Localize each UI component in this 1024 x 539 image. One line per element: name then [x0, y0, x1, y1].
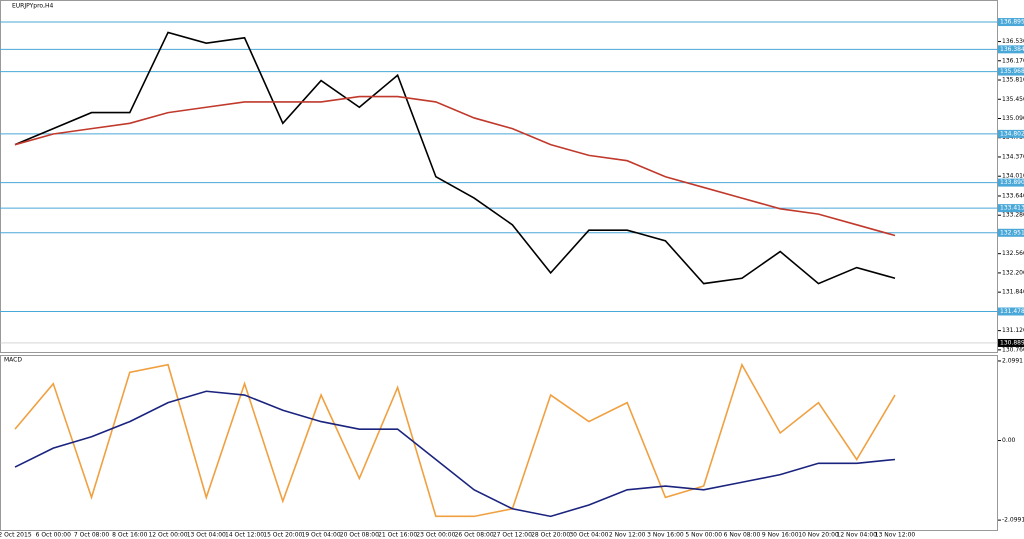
symbol-title: EURJPYpro,H4 — [12, 3, 54, 10]
series-line — [14, 95, 896, 237]
x-tick-label: 28 Oct 20:00 — [531, 532, 570, 539]
level-tag — [998, 228, 1024, 237]
x-tick-label: 8 Oct 16:00 — [112, 532, 147, 539]
y-tick-label: 133.280 — [1002, 212, 1024, 219]
level-tag — [998, 178, 1024, 187]
y-tick-label: 134.010 — [1002, 173, 1024, 180]
series-line — [14, 31, 896, 285]
y-tick-label: 0.00 — [1002, 437, 1016, 444]
x-tick-label: 2 Nov 12:00 — [609, 532, 646, 539]
x-tick-label: 7 Oct 08:00 — [74, 532, 109, 539]
macd-panel — [0, 355, 998, 531]
x-tick-label: 20 Oct 08:00 — [340, 532, 379, 539]
y-tick-label: 134.370 — [1002, 153, 1024, 160]
y-tick-label: 131.120 — [1002, 327, 1024, 334]
x-tick-label: 14 Oct 12:00 — [225, 532, 264, 539]
x-tick-label: 6 Oct 00:00 — [36, 532, 71, 539]
macd-title: MACD — [4, 357, 22, 364]
level-tag — [998, 18, 1024, 27]
y-tick-label: 132.560 — [1002, 250, 1024, 257]
x-tick-label: 26 Oct 08:00 — [455, 532, 494, 539]
x-tick-label: 3 Nov 16:00 — [647, 532, 684, 539]
y-tick-label: 133.640 — [1002, 192, 1024, 199]
level-tag — [998, 307, 1024, 316]
y-tick-label: 136.170 — [1002, 57, 1024, 64]
x-tick-label: 6 Nov 08:00 — [724, 532, 761, 539]
x-tick-label: 19 Oct 04:00 — [302, 532, 341, 539]
level-label: 133.890 — [1000, 179, 1024, 186]
level-label: 134.802 — [1000, 130, 1024, 137]
level-label: 135.968 — [1000, 68, 1024, 75]
x-tick-label: 30 Oct 04:00 — [569, 532, 608, 539]
x-tick-label: 2 Oct 2015 — [0, 532, 32, 539]
level-tag — [998, 204, 1024, 213]
last-price-tag — [998, 338, 1024, 347]
level-tag — [998, 129, 1024, 138]
x-tick-label: 12 Oct 00:00 — [148, 532, 187, 539]
y-tick-label: 131.840 — [1002, 289, 1024, 296]
level-label: 133.413 — [1000, 205, 1024, 212]
x-tick-label: 15 Oct 20:00 — [263, 532, 302, 539]
x-tick-label: 10 Nov 20:00 — [798, 532, 839, 539]
level-label: 136.384 — [1000, 46, 1024, 53]
level-tag — [998, 67, 1024, 76]
level-label: 131.478 — [1000, 308, 1024, 315]
level-label: 136.895 — [1000, 19, 1024, 26]
y-tick-label: 132.200 — [1002, 269, 1024, 276]
x-tick-label: 5 Nov 00:00 — [685, 532, 722, 539]
level-label: 132.951 — [1000, 229, 1024, 236]
level-tag — [998, 45, 1024, 54]
y-tick-label: 135.090 — [1002, 115, 1024, 122]
y-tick-label: 135.810 — [1002, 77, 1024, 84]
x-tick-label: 13 Nov 12:00 — [875, 532, 916, 539]
x-tick-label: 21 Oct 16:00 — [378, 532, 417, 539]
last-price-label: 130.889 — [1000, 339, 1024, 346]
x-tick-label: 27 Oct 12:00 — [493, 532, 532, 539]
x-tick-label: 9 Nov 16:00 — [762, 532, 799, 539]
series-line — [14, 362, 896, 518]
y-tick-label: -2.0991 — [1002, 517, 1024, 524]
y-tick-label: 135.450 — [1002, 96, 1024, 103]
x-tick-label: 23 Oct 00:00 — [416, 532, 455, 539]
y-tick-label: 130.760 — [1002, 346, 1024, 353]
x-tick-label: 12 Nov 04:00 — [837, 532, 878, 539]
x-tick-label: 13 Oct 04:00 — [187, 532, 226, 539]
price-panel — [0, 0, 998, 353]
series-line — [14, 390, 896, 518]
y-tick-label: 2.0991 — [1002, 357, 1023, 364]
y-tick-label: 136.530 — [1002, 38, 1024, 45]
